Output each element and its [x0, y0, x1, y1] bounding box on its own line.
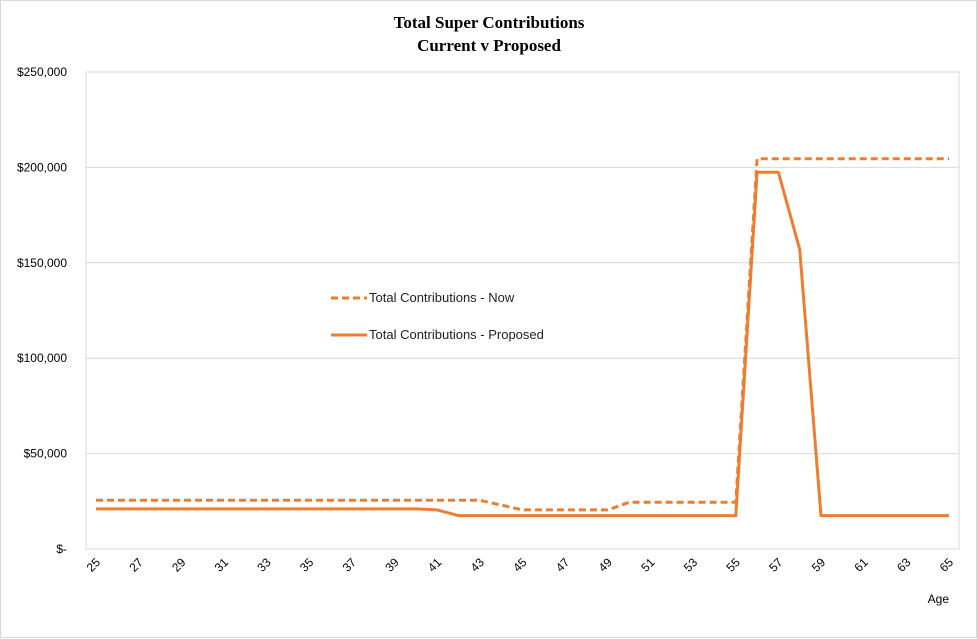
- x-tick-label: 61: [851, 555, 871, 575]
- x-tick-label: 33: [254, 555, 274, 575]
- x-tick-label: 57: [766, 555, 786, 575]
- series-lines: [96, 157, 949, 518]
- x-tick-label: 37: [340, 555, 360, 575]
- y-tick-label: $100,000: [17, 351, 67, 365]
- legend: Total Contributions - Now Total Contribu…: [331, 290, 544, 342]
- series-line-now: [96, 157, 949, 512]
- gridlines: [86, 166, 959, 455]
- x-tick-label: 55: [724, 555, 744, 575]
- x-tick-label: 63: [894, 555, 914, 575]
- x-tick-label: 31: [212, 555, 232, 575]
- x-tick-label: 39: [382, 555, 402, 575]
- legend-label-now: Total Contributions - Now: [369, 290, 515, 305]
- x-tick-label: 65: [937, 555, 957, 575]
- x-tick-label: 47: [553, 555, 573, 575]
- y-tick-label: $200,000: [17, 160, 67, 174]
- x-tick-label: 53: [681, 555, 701, 575]
- y-tick-label: $250,000: [17, 65, 67, 79]
- y-tick-label: $-: [56, 542, 67, 556]
- x-tick-label: 49: [596, 555, 616, 575]
- x-tick-label: 43: [468, 555, 488, 575]
- y-tick-label: $50,000: [24, 447, 68, 461]
- x-tick-label: 41: [425, 555, 445, 575]
- x-tick-label: 51: [638, 555, 658, 575]
- x-tick-label: 27: [126, 555, 146, 575]
- plot-area: [85, 71, 960, 550]
- x-axis-tick-labels: 25 27 29 31 33 35 37 39 41 43 45 47 49 51 53 55 57 59 61 63…: [84, 555, 957, 575]
- series-line-proposed: [96, 170, 949, 518]
- x-tick-label: 45: [510, 555, 530, 575]
- x-tick-label: 59: [809, 555, 829, 575]
- y-axis-tick-labels: $- $50,000 $100,000 $150,000 $200,000 $250,00…: [17, 65, 67, 556]
- chart-subtitle: Current v Proposed: [417, 36, 561, 55]
- x-axis-label: Age: [928, 592, 950, 606]
- chart-title: Total Super Contributions: [394, 13, 585, 32]
- y-tick-label: $150,000: [17, 256, 67, 270]
- x-tick-label: 29: [169, 555, 189, 575]
- x-tick-label: 25: [84, 555, 104, 575]
- x-tick-label: 35: [297, 555, 317, 575]
- legend-label-proposed: Total Contributions - Proposed: [369, 327, 544, 342]
